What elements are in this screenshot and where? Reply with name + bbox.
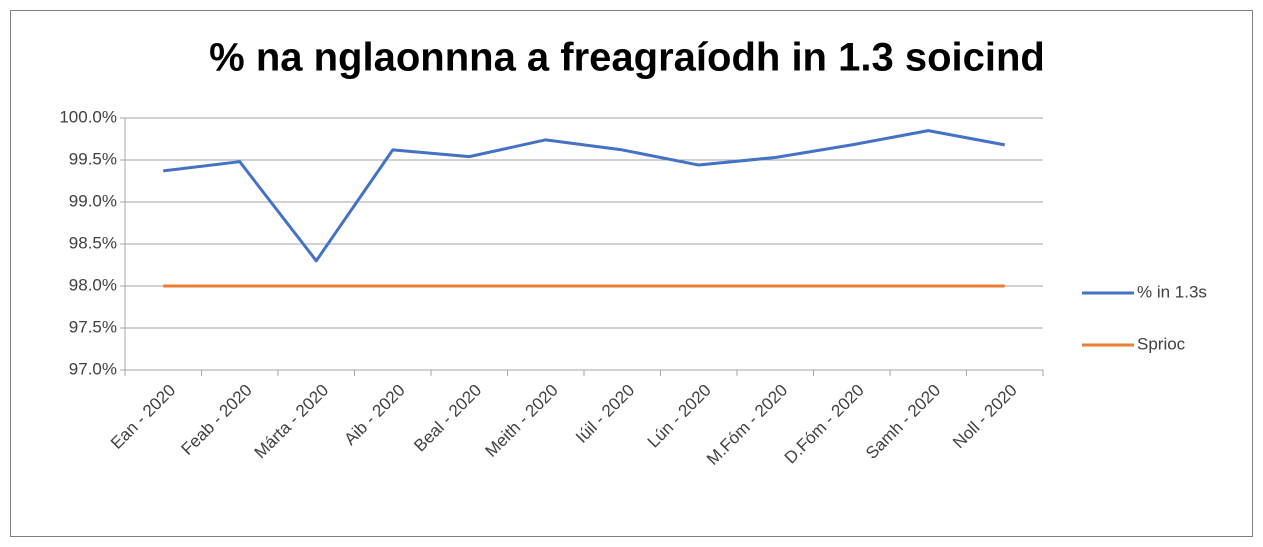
y-tick-label: 97.0% (69, 359, 117, 378)
y-tick-label: 98.5% (69, 233, 117, 252)
y-tick-label: 99.0% (69, 191, 117, 210)
legend-label: % in 1.3s (1137, 282, 1207, 301)
chart-title: % na nglaonnna a freagraíodh in 1.3 soic… (209, 36, 1045, 80)
legend-label: Sprioc (1137, 334, 1186, 353)
y-tick-label: 99.5% (69, 149, 117, 168)
y-tick-label: 100.0% (59, 107, 117, 126)
chart-border (10, 10, 1253, 537)
series-line (163, 129, 1006, 263)
y-tick-label: 98.0% (69, 275, 117, 294)
y-tick-label: 97.5% (69, 317, 117, 336)
